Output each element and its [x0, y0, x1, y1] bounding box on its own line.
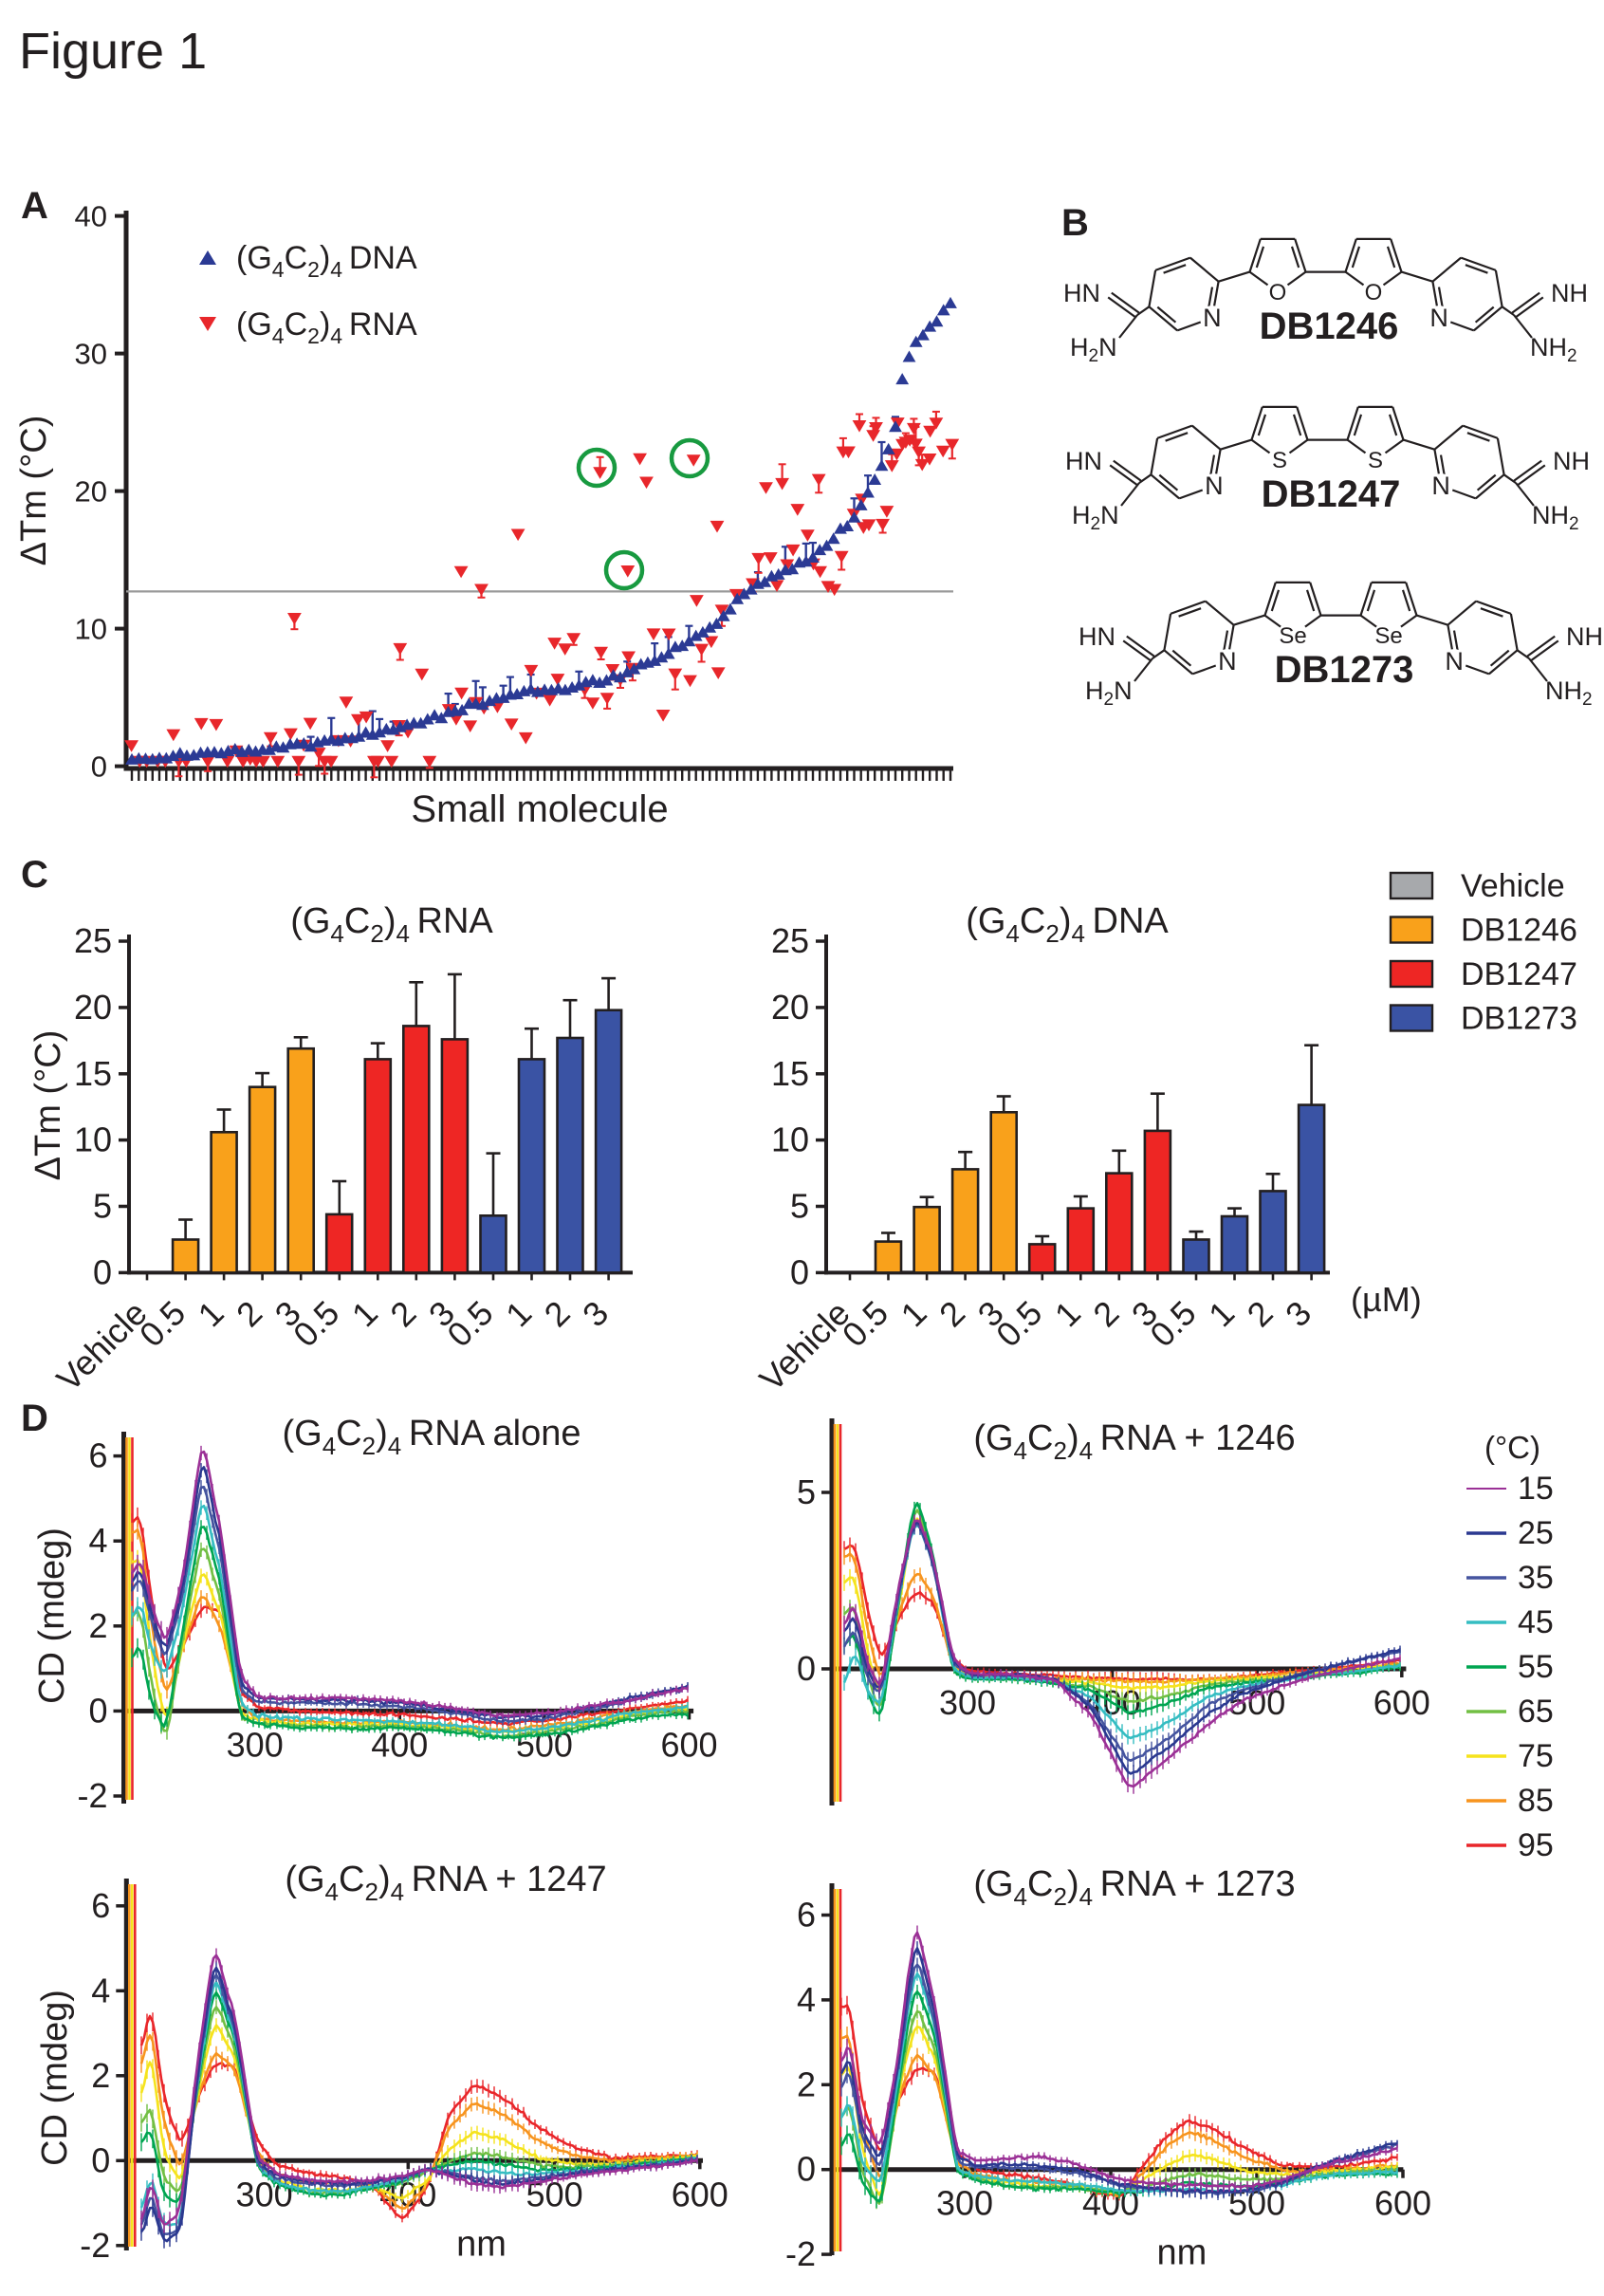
svg-text:DB1273: DB1273 — [1461, 1001, 1577, 1037]
svg-text:75: 75 — [1518, 1738, 1554, 1774]
svg-text:600: 600 — [672, 2175, 728, 2213]
svg-text:(G4C2)4 RNA + 1273: (G4C2)4 RNA + 1273 — [973, 1864, 1295, 1911]
svg-text:CD (mdeg): CD (mdeg) — [32, 1528, 72, 1704]
svg-text:S: S — [1272, 448, 1287, 473]
svg-text:2: 2 — [88, 1606, 107, 1645]
svg-text:DB1246: DB1246 — [1260, 306, 1399, 347]
svg-text:N: N — [1431, 472, 1450, 500]
svg-text:(µM): (µM) — [1351, 1280, 1422, 1319]
svg-text:300: 300 — [939, 1683, 996, 1722]
svg-text:B: B — [1061, 202, 1089, 244]
svg-text:C: C — [21, 854, 48, 896]
svg-text:4: 4 — [88, 1521, 107, 1560]
svg-text:nm: nm — [1157, 2233, 1208, 2273]
svg-text:DB1247: DB1247 — [1262, 473, 1401, 515]
svg-text:(G4C2)4 DNA: (G4C2)4 DNA — [966, 901, 1169, 948]
svg-text:ΔTm (°C): ΔTm (°C) — [14, 416, 54, 566]
svg-text:O: O — [1269, 280, 1287, 306]
svg-text:N: N — [1203, 304, 1222, 332]
svg-text:nm: nm — [456, 2224, 507, 2264]
svg-text:ΔTm (°C): ΔTm (°C) — [28, 1030, 68, 1181]
svg-text:4: 4 — [797, 1980, 816, 2019]
svg-text:0: 0 — [790, 1252, 809, 1291]
svg-text:DB1273: DB1273 — [1275, 649, 1414, 691]
svg-text:Small molecule: Small molecule — [411, 788, 668, 830]
svg-text:65: 65 — [1518, 1694, 1554, 1730]
svg-text:5: 5 — [797, 1472, 816, 1511]
svg-text:(°C): (°C) — [1484, 1430, 1540, 1465]
svg-text:30: 30 — [75, 338, 107, 371]
svg-text:6: 6 — [91, 1886, 110, 1925]
svg-text:Vehicle: Vehicle — [1461, 868, 1565, 904]
svg-text:N: N — [1445, 647, 1464, 676]
svg-text:20: 20 — [75, 475, 107, 509]
svg-text:35: 35 — [1518, 1560, 1554, 1596]
svg-text:NH: NH — [1553, 447, 1590, 475]
svg-text:15: 15 — [1518, 1471, 1554, 1507]
svg-text:(G4C2)4 DNA: (G4C2)4 DNA — [236, 240, 417, 282]
svg-text:40: 40 — [75, 200, 107, 233]
svg-text:10: 10 — [75, 613, 107, 646]
svg-text:HN: HN — [1065, 447, 1102, 475]
svg-text:2: 2 — [797, 2065, 816, 2103]
svg-text:95: 95 — [1518, 1827, 1554, 1863]
svg-text:5: 5 — [790, 1187, 809, 1226]
svg-text:300: 300 — [227, 1725, 284, 1764]
svg-text:4: 4 — [91, 1971, 110, 2009]
svg-text:D: D — [21, 1398, 48, 1439]
svg-text:25: 25 — [74, 921, 112, 960]
svg-text:NH: NH — [1551, 279, 1588, 307]
svg-text:20: 20 — [771, 988, 809, 1027]
svg-text:0: 0 — [88, 1691, 107, 1730]
svg-text:0: 0 — [91, 750, 107, 784]
svg-text:N: N — [1429, 304, 1448, 332]
svg-text:-2: -2 — [77, 1776, 107, 1815]
svg-text:DB1246: DB1246 — [1461, 913, 1577, 949]
svg-text:10: 10 — [771, 1120, 809, 1159]
svg-text:55: 55 — [1518, 1649, 1554, 1685]
svg-text:5: 5 — [93, 1187, 112, 1226]
svg-text:DB1247: DB1247 — [1461, 956, 1577, 992]
svg-text:0: 0 — [797, 2150, 816, 2189]
svg-text:45: 45 — [1518, 1604, 1554, 1640]
svg-text:(G4C2)4 RNA + 1247: (G4C2)4 RNA + 1247 — [285, 1860, 606, 1906]
svg-text:S: S — [1368, 448, 1383, 473]
svg-text:25: 25 — [771, 921, 809, 960]
svg-text:0: 0 — [93, 1252, 112, 1291]
svg-text:A: A — [21, 185, 48, 227]
svg-text:10: 10 — [74, 1120, 112, 1159]
svg-text:6: 6 — [797, 1896, 816, 1935]
svg-text:25: 25 — [1518, 1515, 1554, 1551]
svg-text:NH2: NH2 — [1545, 676, 1593, 710]
svg-text:2: 2 — [91, 2056, 110, 2095]
svg-text:85: 85 — [1518, 1783, 1554, 1819]
svg-text:(G4C2)4 RNA: (G4C2)4 RNA — [236, 306, 417, 348]
svg-text:Se: Se — [1374, 623, 1402, 649]
svg-text:Se: Se — [1279, 623, 1306, 649]
svg-text:600: 600 — [1374, 1683, 1430, 1722]
svg-text:O: O — [1365, 280, 1383, 306]
svg-text:HN: HN — [1063, 279, 1100, 307]
svg-text:Figure 1: Figure 1 — [19, 23, 207, 80]
svg-text:N: N — [1218, 647, 1237, 676]
svg-text:(G4C2)4 RNA: (G4C2)4 RNA — [290, 901, 493, 948]
svg-text:6: 6 — [88, 1436, 107, 1475]
svg-text:400: 400 — [371, 1725, 428, 1764]
svg-text:0: 0 — [797, 1649, 816, 1688]
svg-text:CD (mdeg): CD (mdeg) — [35, 1990, 75, 2166]
svg-text:-2: -2 — [80, 2226, 110, 2265]
svg-text:-2: -2 — [785, 2234, 816, 2273]
svg-text:N: N — [1205, 472, 1224, 500]
svg-text:0: 0 — [91, 2140, 110, 2179]
svg-text:300: 300 — [936, 2184, 993, 2223]
svg-text:20: 20 — [74, 988, 112, 1027]
svg-text:15: 15 — [74, 1054, 112, 1093]
svg-text:HN: HN — [1079, 622, 1115, 651]
svg-text:NH: NH — [1566, 622, 1603, 651]
svg-text:(G4C2)4 RNA + 1246: (G4C2)4 RNA + 1246 — [973, 1418, 1295, 1465]
svg-text:600: 600 — [660, 1725, 717, 1764]
svg-text:15: 15 — [771, 1054, 809, 1093]
svg-text:600: 600 — [1374, 2184, 1431, 2223]
